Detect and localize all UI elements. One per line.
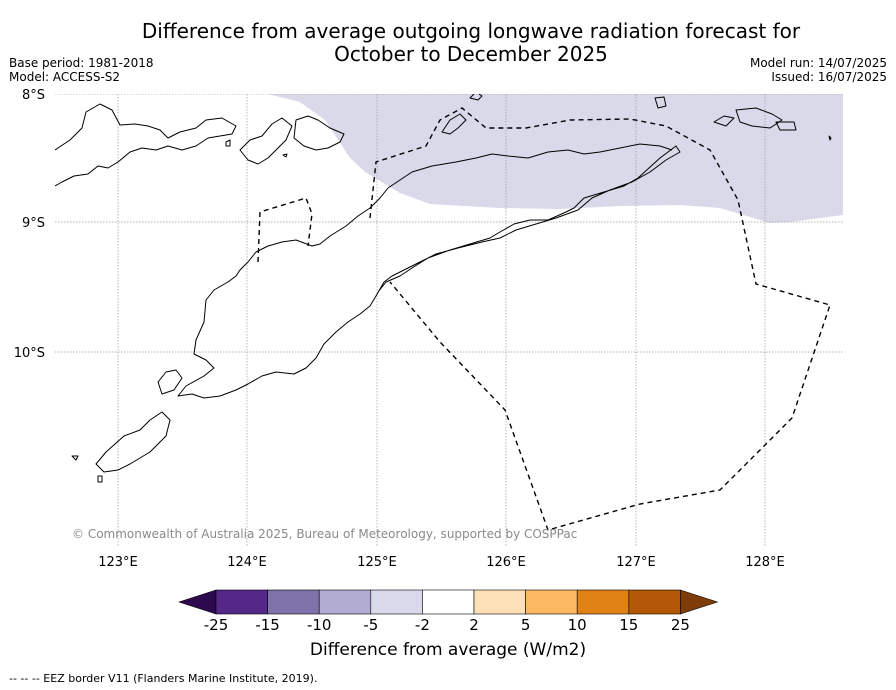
eez-legend-note: -- -- -- EEZ border V11 (Flanders Marine… [9, 672, 318, 685]
colorbar-max-arrow [680, 589, 719, 615]
lon-label-125e: 125°E [357, 555, 397, 570]
model-name: Model: ACCESS-S2 [9, 70, 121, 84]
colorbar-segment [370, 589, 423, 615]
colorbar-segment [576, 589, 630, 615]
lon-label-127e: 127°E [616, 555, 656, 570]
copyright-notice: © Commonwealth of Australia 2025, Bureau… [72, 527, 578, 541]
title-line-1: Difference from average outgoing longwav… [141, 19, 801, 43]
colorbar-tick-label: 5 [520, 616, 531, 634]
colorbar-segment [628, 589, 681, 615]
colorbar-tick-label: -2 [414, 616, 430, 634]
lat-label-10s: 10°S [14, 346, 45, 361]
lat-label-8s: 8°S [22, 88, 45, 103]
lat-label-9s: 9°S [22, 216, 45, 231]
model-info: Base period: 1981-2018 Model: ACCESS-S2 [9, 56, 154, 84]
lon-label-123e: 123°E [98, 555, 138, 570]
colorbar-tick-label: -5 [363, 616, 379, 634]
colorbar-tick-label: 15 [619, 616, 639, 634]
colorbar-tick-label: 25 [670, 616, 690, 634]
colorbar-tick-label: 10 [567, 616, 587, 634]
title-line-2: October to December 2025 [334, 42, 608, 66]
colorbar-title: Difference from average (W/m2) [309, 640, 587, 660]
lon-label-128e: 128°E [745, 555, 785, 570]
model-run: Model run: 14/07/2025 [749, 56, 887, 70]
coastlines [55, 94, 832, 483]
eez-border [257, 107, 831, 531]
issued-date: Issued: 16/07/2025 [771, 70, 887, 84]
colorbar [178, 589, 719, 615]
run-info: Model run: 14/07/2025 Issued: 16/07/2025 [750, 56, 887, 84]
base-period: Base period: 1981-2018 [9, 56, 154, 70]
lon-label-126e: 126°E [486, 555, 526, 570]
colorbar-tick-label: -10 [306, 616, 332, 634]
colorbar-segment [422, 589, 475, 615]
colorbar-segment [267, 589, 320, 615]
colorbar-min-arrow [178, 589, 217, 615]
colorbar-segment [215, 589, 268, 615]
olr-anomaly-region [268, 94, 843, 223]
map-title: Difference from average outgoing longwav… [0, 20, 896, 66]
colorbar-segment [473, 589, 526, 615]
colorbar-segment [318, 589, 372, 615]
colorbar-tick-label: 2 [469, 616, 479, 634]
colorbar-segment [525, 589, 578, 615]
lon-label-124e: 124°E [227, 555, 267, 570]
colorbar-tick-label: -25 [203, 616, 229, 634]
colorbar-tick-label: -15 [255, 616, 280, 634]
